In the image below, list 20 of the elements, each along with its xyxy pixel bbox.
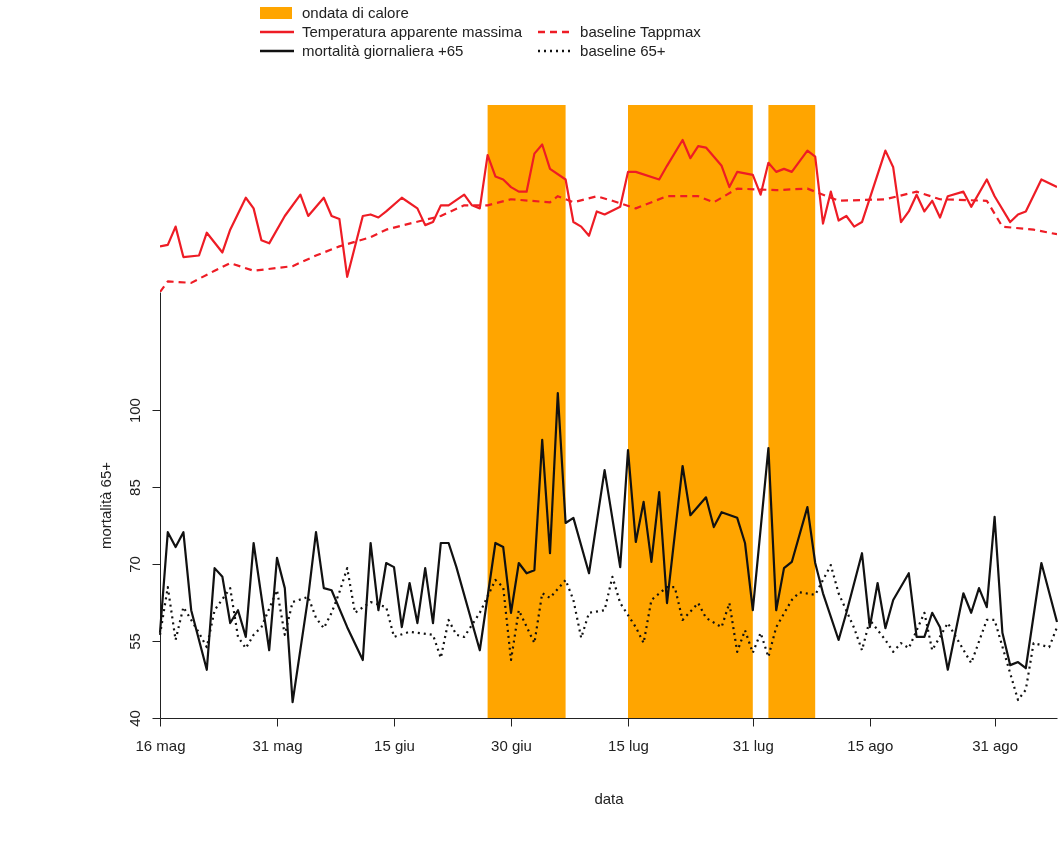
- y-tick-label: 40: [125, 710, 143, 727]
- x-tick-label: 16 mag: [135, 736, 186, 754]
- legend-label: mortalità giornaliera +65: [302, 42, 464, 59]
- x-tick-label: 15 giu: [374, 736, 415, 754]
- x-tick-label: 31 lug: [732, 736, 774, 754]
- x-tick-label: 31 mag: [252, 736, 303, 754]
- x-tick-label: 15 ago: [847, 736, 894, 754]
- legend-label: baseline 65+: [580, 42, 666, 59]
- y-tick-label: 55: [125, 633, 143, 650]
- legend-label: Temperatura apparente massima: [302, 23, 523, 40]
- y-tick-label: 100: [125, 398, 143, 424]
- legend-label: ondata di calore: [302, 4, 409, 21]
- x-tick-label: 30 giu: [491, 736, 532, 754]
- y-axis-title: mortalità 65+: [96, 461, 114, 550]
- y-tick-label: 70: [125, 556, 143, 573]
- legend-label: baseline Tappmax: [580, 23, 701, 40]
- x-axis-title: data: [594, 789, 625, 807]
- y-tick-label: 85: [125, 479, 143, 496]
- x-tick-label: 31 ago: [972, 736, 1019, 754]
- x-tick-label: 15 lug: [608, 736, 649, 754]
